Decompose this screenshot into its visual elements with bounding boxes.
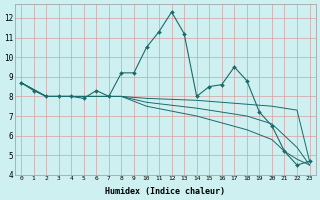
X-axis label: Humidex (Indice chaleur): Humidex (Indice chaleur)	[105, 187, 225, 196]
